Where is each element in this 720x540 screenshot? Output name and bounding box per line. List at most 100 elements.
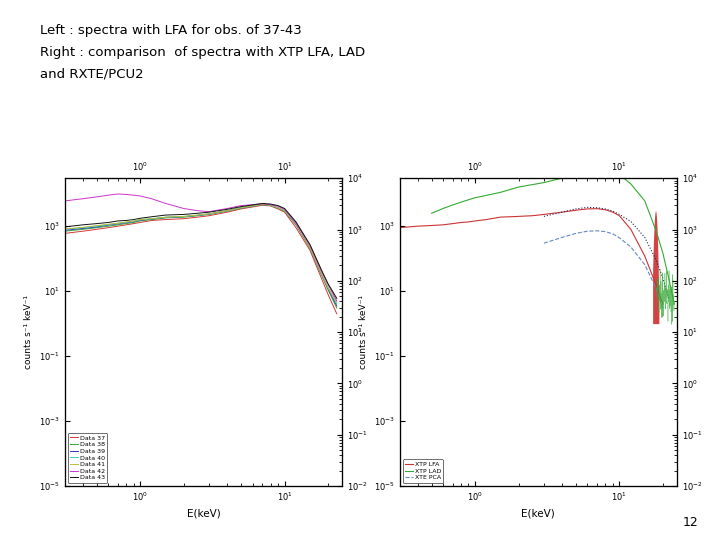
Data 38 (104, 223, 112, 230)
Data 43 (114, 218, 122, 224)
Data 38 (266, 202, 275, 209)
Data 43 (317, 267, 325, 273)
Data 43 (292, 219, 300, 225)
Data 39 (292, 221, 300, 227)
Legend: Data 37, Data 38, Data 39, Data 40, Data 41, Data 42, Data 43: Data 37, Data 38, Data 39, Data 40, Data… (68, 433, 107, 483)
Data 41 (280, 207, 289, 214)
XTP LAD (601, 166, 610, 173)
Data 39 (324, 285, 333, 292)
Data 42 (292, 220, 300, 226)
Data 39 (274, 205, 282, 211)
XTP LFA (456, 219, 465, 226)
XTP LFA (626, 226, 635, 233)
Data 37 (222, 209, 231, 215)
Data 37 (306, 247, 315, 254)
Data 39 (130, 218, 138, 225)
Data 37 (78, 228, 87, 234)
XTE PCA (572, 230, 580, 237)
Data 39 (161, 214, 170, 221)
XTP LFA (395, 225, 404, 231)
Data 40 (136, 217, 145, 223)
Data 38 (222, 208, 231, 214)
Data 42 (266, 201, 275, 208)
XTP LFA (464, 219, 473, 225)
Data 41 (266, 202, 275, 208)
Data 43 (78, 221, 87, 228)
Line: XTP LAD: XTP LAD (431, 169, 674, 304)
Data 41 (258, 201, 266, 207)
Data 41 (274, 205, 282, 211)
Data 37 (161, 217, 170, 223)
Data 39 (78, 225, 87, 232)
XTE PCA (626, 244, 635, 250)
Data 38 (324, 287, 333, 293)
XTP LFA (608, 209, 617, 215)
Data 38 (237, 205, 246, 211)
XTE PCA (641, 261, 649, 268)
XTP LFA (641, 253, 649, 259)
Data 43 (280, 205, 289, 212)
Data 40 (280, 207, 289, 214)
Data 41 (60, 226, 69, 232)
Data 43 (130, 217, 138, 223)
XTP LAD (615, 171, 624, 178)
Data 38 (78, 226, 87, 233)
Data 42 (179, 205, 188, 212)
Data 43 (237, 204, 246, 210)
Data 37 (266, 202, 275, 209)
Data 41 (292, 220, 300, 227)
Data 42 (104, 192, 112, 198)
Data 40 (114, 220, 122, 227)
X-axis label: E(keV): E(keV) (186, 509, 220, 519)
Y-axis label: counts s⁻¹ keV⁻¹: counts s⁻¹ keV⁻¹ (359, 295, 368, 369)
XTP LAD (456, 199, 465, 205)
XTP LFA (557, 209, 566, 215)
XTP LAD (539, 179, 548, 186)
Data 41 (179, 213, 188, 220)
Data 38 (204, 211, 213, 218)
Data 43 (248, 202, 257, 208)
Data 43 (122, 217, 130, 224)
Data 37 (179, 215, 188, 222)
XTP LFA (471, 218, 480, 224)
Data 43 (204, 209, 213, 215)
XTP LFA (496, 214, 505, 220)
Text: Left : spectra with LFA for obs. of 37-43: Left : spectra with LFA for obs. of 37-4… (40, 24, 302, 37)
Data 42 (222, 205, 231, 212)
XTP LAD (665, 275, 673, 281)
Data 38 (161, 214, 170, 221)
Data 40 (194, 212, 202, 218)
Data 38 (333, 305, 341, 312)
Data 37 (317, 275, 325, 281)
XTP LAD (572, 170, 580, 177)
Data 42 (258, 200, 266, 207)
XTP LAD (514, 184, 523, 190)
Data 40 (237, 205, 246, 211)
XTE PCA (583, 228, 592, 234)
XTP LAD (659, 249, 667, 256)
XTE PCA (539, 240, 548, 246)
Line: Data 39: Data 39 (65, 205, 337, 306)
XTE PCA (601, 228, 610, 235)
Data 37 (194, 214, 202, 220)
Line: Data 43: Data 43 (65, 204, 337, 298)
Line: Data 38: Data 38 (65, 205, 337, 308)
Data 38 (122, 220, 130, 227)
Data 38 (148, 217, 156, 223)
Data 40 (92, 223, 101, 230)
Data 43 (148, 213, 156, 220)
Data 40 (148, 215, 156, 222)
Data 41 (161, 214, 170, 220)
Data 41 (317, 270, 325, 276)
XTP LAD (626, 181, 635, 187)
Data 41 (136, 217, 145, 223)
Data 39 (136, 217, 145, 224)
Line: Data 37: Data 37 (65, 205, 337, 314)
Data 39 (248, 203, 257, 210)
XTP LAD (496, 189, 505, 195)
Data 37 (136, 219, 145, 226)
Data 39 (60, 227, 69, 233)
Data 41 (122, 219, 130, 225)
X-axis label: E(keV): E(keV) (521, 509, 555, 519)
Data 42 (237, 202, 246, 209)
